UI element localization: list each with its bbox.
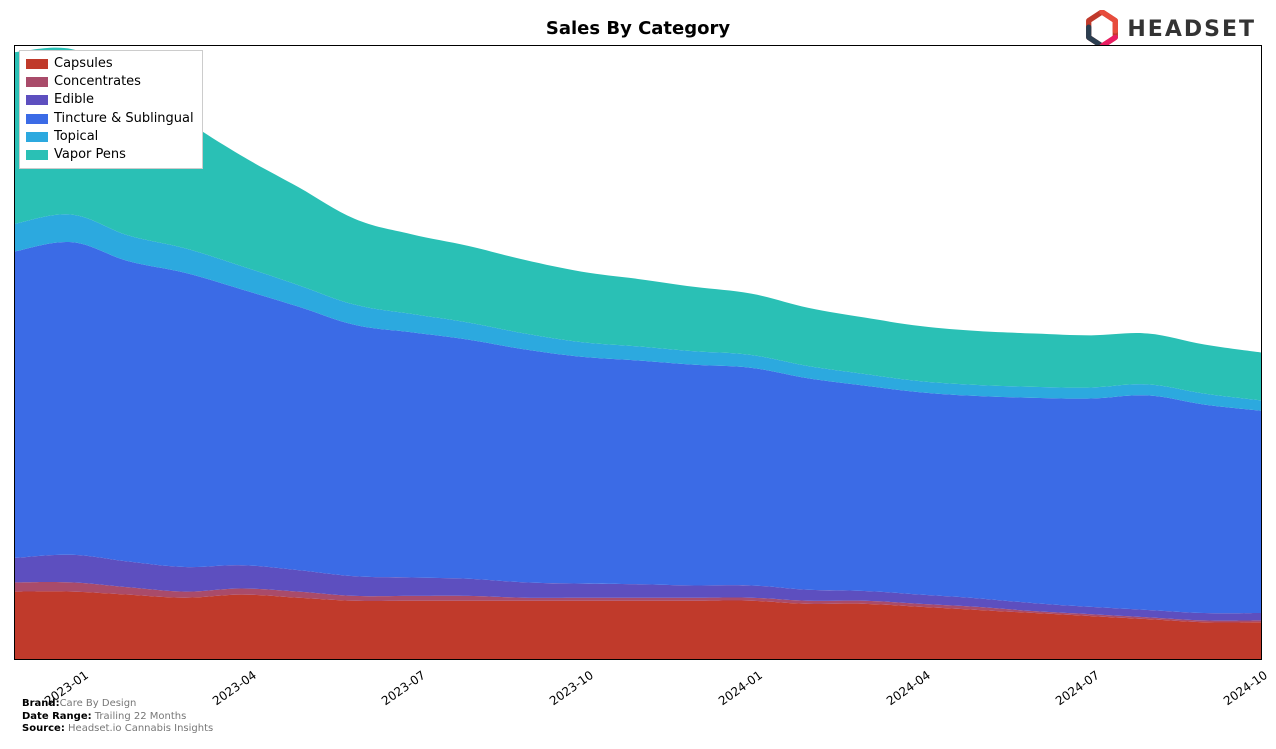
headset-logo-icon [1083,10,1121,48]
x-tick-label: 2024-07 [1052,668,1101,708]
footer-brand: Brand:Care By Design [22,698,213,711]
x-tick-label: 2023-10 [547,668,596,708]
legend-swatch [26,150,48,160]
x-tick-label: 2023-07 [379,668,428,708]
legend-swatch [26,132,48,142]
x-tick-label: 2024-04 [884,668,933,708]
legend-item: Vapor Pens [26,146,194,164]
legend-item: Concentrates [26,73,194,91]
footer-date-range: Date Range: Trailing 22 Months [22,711,213,724]
legend-swatch [26,114,48,124]
legend-swatch [26,95,48,105]
legend-label: Capsules [54,55,113,73]
chart-footer: Brand:Care By Design Date Range: Trailin… [22,698,213,736]
plot-frame: CapsulesConcentratesEdibleTincture & Sub… [14,45,1262,660]
legend-item: Topical [26,128,194,146]
headset-logo: HEADSET [1083,10,1256,48]
footer-source: Source: Headset.io Cannabis Insights [22,723,213,736]
legend-label: Vapor Pens [54,146,126,164]
x-tick-label: 2024-01 [715,668,764,708]
legend-label: Concentrates [54,73,141,91]
legend: CapsulesConcentratesEdibleTincture & Sub… [19,50,203,169]
legend-item: Tincture & Sublingual [26,110,194,128]
x-tick-label: 2023-04 [210,668,259,708]
legend-label: Edible [54,91,94,109]
headset-logo-text: HEADSET [1127,17,1256,42]
x-tick-label: 2024-10 [1221,668,1270,708]
legend-item: Capsules [26,55,194,73]
legend-label: Topical [54,128,98,146]
legend-item: Edible [26,91,194,109]
legend-swatch [26,77,48,87]
legend-label: Tincture & Sublingual [54,110,194,128]
legend-swatch [26,59,48,69]
